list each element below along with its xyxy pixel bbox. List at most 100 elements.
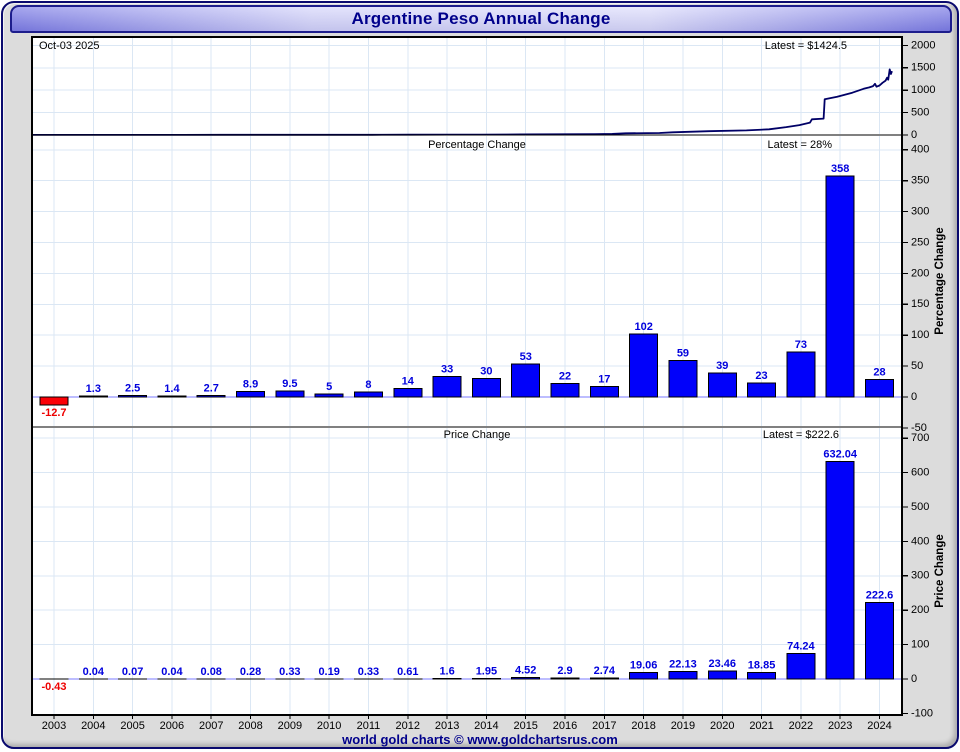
bar-value-label: 33 [441,364,453,376]
bar-value-label: 0.19 [318,666,339,678]
bar-value-label: 23.46 [708,658,736,670]
bar-value-label: 8.9 [243,378,258,390]
x-tick-label: 2014 [474,720,498,732]
bar-value-label: 17 [598,373,610,385]
bar [708,671,736,679]
y-tick-label: -100 [911,707,933,719]
bar-value-label: 2.5 [125,382,140,394]
bar-value-label: 1.4 [164,383,180,395]
x-tick-label: 2007 [199,720,223,732]
bar-value-label: 1.3 [86,383,101,395]
bar [354,392,382,397]
bar-value-label: 0.33 [358,666,379,678]
y-tick-label: 50 [911,360,923,372]
bar-value-label: 0.04 [83,666,105,678]
bar-value-label: 9.5 [282,378,297,390]
bar [40,397,68,405]
y-tick-label: 200 [911,267,929,279]
y-tick-label: 2000 [911,39,935,51]
y-axis-title: Price Change [934,534,946,608]
bar [590,386,618,397]
bar [748,673,776,679]
x-tick-label: 2005 [120,720,144,732]
bar-value-label: 0.04 [161,666,183,678]
y-tick-label: 1500 [911,62,935,74]
bar [512,677,540,679]
y-tick-label: 1000 [911,84,935,96]
x-tick-label: 2022 [789,720,813,732]
y-tick-label: 500 [911,107,929,119]
bar-value-label: 1.6 [439,665,454,677]
bar-value-label: 22 [559,370,571,382]
bar [630,672,658,679]
bar [748,383,776,397]
bar-value-label: 2.74 [594,665,616,677]
y-tick-label: 250 [911,236,929,248]
bar [865,602,893,679]
date-label: Oct-03 2025 [39,40,100,52]
bar-value-label: 30 [480,365,492,377]
bar [472,378,500,397]
panel-title-price: Price Change [444,429,511,441]
bar [79,396,107,397]
x-tick-label: 2021 [749,720,773,732]
x-tick-label: 2008 [238,720,262,732]
footer-credit: world gold charts © www.goldchartsrus.co… [3,732,957,747]
bar [237,391,265,397]
y-tick-label: 100 [911,639,929,651]
bar [433,678,461,679]
bar-value-label: 22.13 [669,658,697,670]
x-tick-label: 2018 [631,720,655,732]
bar [197,395,225,397]
x-tick-label: 2015 [513,720,537,732]
bar [119,395,147,397]
latest-price-label: Latest = $1424.5 [765,40,847,52]
bar [512,364,540,397]
bar-value-label: 39 [716,360,728,372]
x-tick-label: 2023 [828,720,852,732]
x-tick-label: 2016 [553,720,577,732]
y-tick-label: 200 [911,604,929,616]
bar [590,678,618,679]
y-tick-label: 400 [911,144,929,156]
y-tick-label: 350 [911,175,929,187]
bar [826,176,854,397]
y-tick-label: 300 [911,206,929,218]
bar-value-label: 23 [755,370,767,382]
bar-value-label: 222.6 [866,589,894,601]
y-axis-title: Percentage Change [934,227,946,334]
y-tick-label: 0 [911,129,917,141]
x-tick-label: 2003 [42,720,66,732]
bar-value-label: 5 [326,381,332,393]
y-tick-label: 0 [911,391,917,403]
bar [433,377,461,397]
bar-value-label: 19.06 [630,659,658,671]
latest-price-change-label: Latest = $222.6 [763,429,839,441]
x-tick-label: 2011 [357,720,381,732]
bar-value-label: 53 [520,351,532,363]
x-tick-label: 2009 [278,720,302,732]
bar-value-label: -0.43 [41,681,66,693]
x-tick-label: 2010 [317,720,341,732]
bar [276,391,304,397]
bar [472,678,500,679]
bar [551,678,579,679]
x-tick-label: 2019 [671,720,695,732]
x-tick-label: 2006 [160,720,184,732]
footer-credit-text: world gold charts © www.goldchartsrus.co… [342,732,618,747]
y-tick-label: 100 [911,329,929,341]
bar-value-label: 1.95 [476,665,497,677]
bar [708,373,736,397]
x-tick-label: 2013 [435,720,459,732]
bar-value-label: 0.07 [122,666,143,678]
latest-percentage-label: Latest = 28% [767,139,832,151]
bar-value-label: 73 [795,339,807,351]
bar-value-label: 8 [365,379,371,391]
bar-value-label: 2.7 [204,382,219,394]
y-tick-label: 150 [911,298,929,310]
bar-value-label: 102 [634,321,652,333]
bar-value-label: -12.7 [41,407,66,419]
y-tick-label: 700 [911,432,929,444]
